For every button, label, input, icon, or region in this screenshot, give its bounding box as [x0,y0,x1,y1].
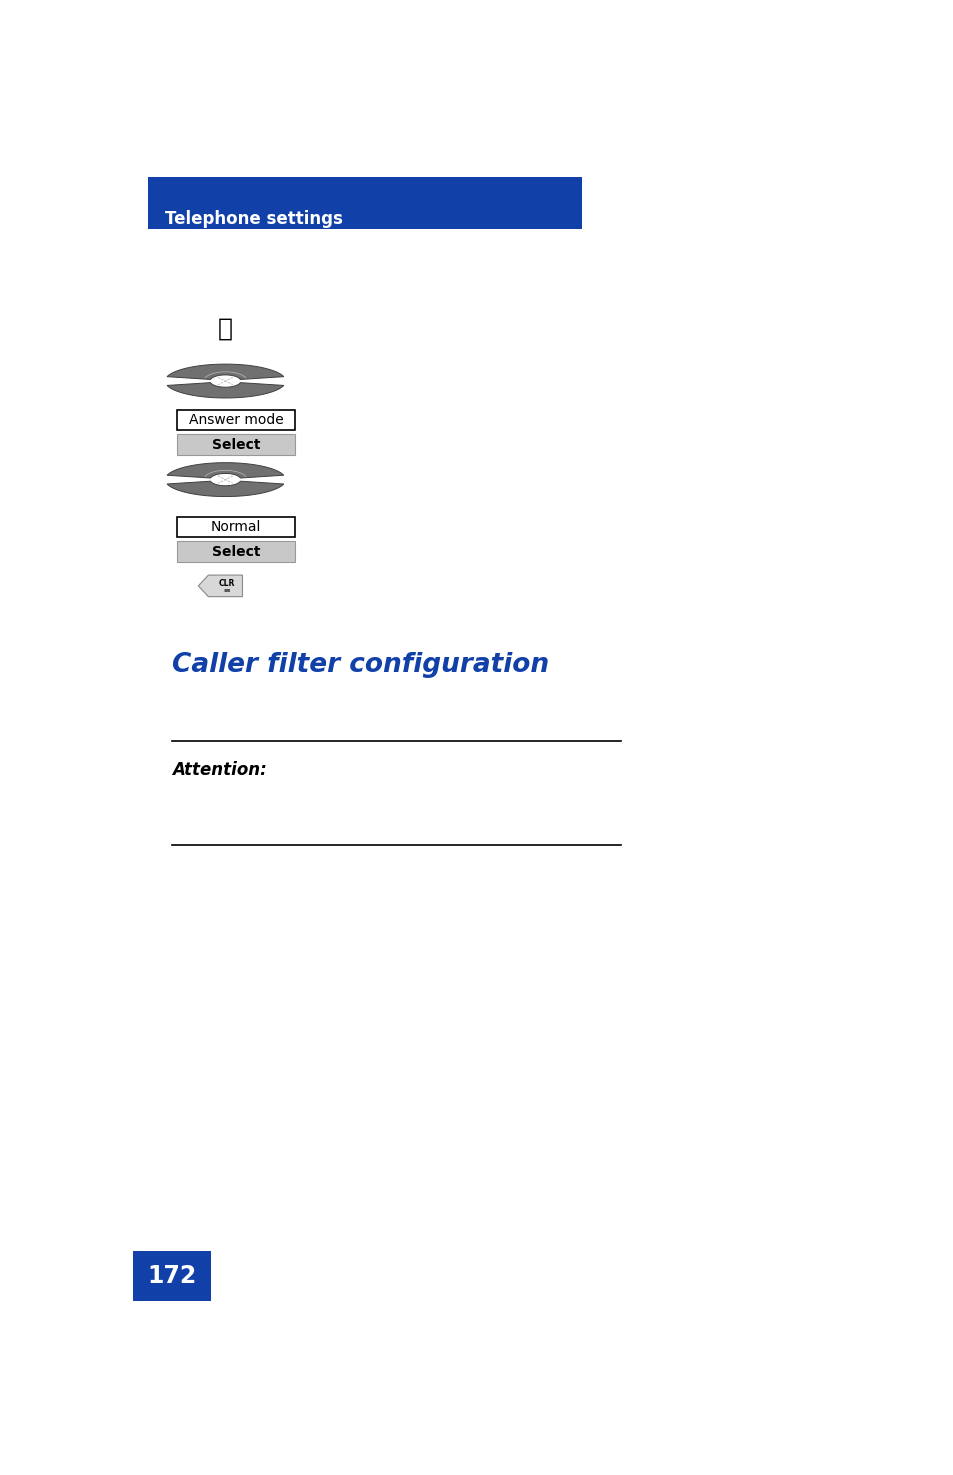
Bar [177,410,294,431]
Polygon shape [167,481,284,497]
Text: CLR: CLR [218,580,235,589]
Polygon shape [167,364,284,379]
Polygon shape [167,463,284,478]
Bar [148,177,581,229]
Text: Attention:: Attention: [172,761,267,779]
Text: ▪▪: ▪▪ [223,587,231,593]
Bar [177,434,294,454]
Text: 172: 172 [147,1264,196,1288]
Text: Select: Select [212,438,260,451]
Bar [177,541,294,562]
Polygon shape [167,382,284,398]
Text: Select: Select [212,544,260,559]
Polygon shape [198,575,242,597]
Text: Telephone settings: Telephone settings [165,209,342,227]
Bar [133,1251,211,1301]
Text: 🔧: 🔧 [217,317,233,341]
Text: Caller filter configuration: Caller filter configuration [172,652,549,679]
Text: Answer mode: Answer mode [189,413,283,426]
Text: Normal: Normal [211,521,261,534]
Bar [177,516,294,537]
